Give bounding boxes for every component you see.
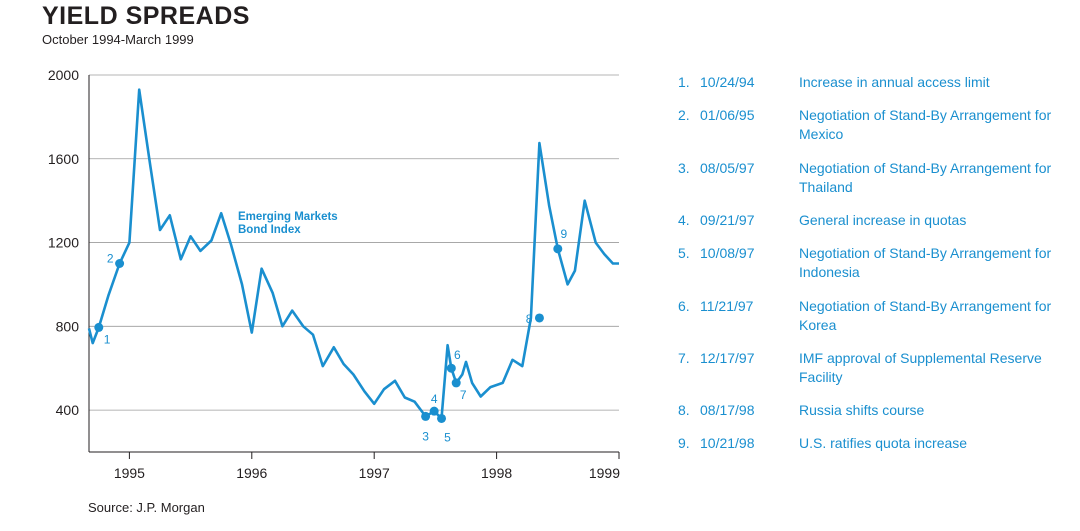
event-date: 10/08/97 <box>700 245 755 261</box>
series-line-layer <box>87 88 619 420</box>
grid-lines <box>89 74 619 411</box>
source-note: Source: J.P. Morgan <box>88 500 205 515</box>
event-number: 1. <box>678 74 690 90</box>
yield-spreads-chart: 400 800 1200 1600 2000 1995 1996 1997 1998 1999 1… <box>48 67 620 481</box>
event-marker-8 <box>534 313 544 323</box>
y-tick-label-400: 400 <box>56 402 80 418</box>
axes: 400 800 1200 1600 2000 1995 1996 1997 1998 1999 <box>48 67 620 481</box>
event-description: U.S. ratifies quota increase <box>799 435 968 451</box>
event-marker-1 <box>94 322 104 332</box>
event-description: Negotiation of Stand-By Arrangement for … <box>799 298 1052 333</box>
event-number: 7. <box>678 350 690 366</box>
event-marker-label-1: 1 <box>104 332 111 346</box>
event-number: 4. <box>678 212 690 228</box>
event-marker-6 <box>446 363 456 373</box>
series-label-line-2: Bond Index <box>238 224 301 236</box>
event-marker-label-9: 9 <box>560 227 567 241</box>
chart-title: YIELD SPREADS <box>42 2 250 30</box>
event-marker-label-6: 6 <box>454 348 461 362</box>
event-description: Russia shifts course <box>799 402 925 418</box>
event-marker-label-4: 4 <box>431 392 438 406</box>
event-marker-label-2: 2 <box>107 252 114 266</box>
event-description: General increase in quotas <box>799 212 967 228</box>
x-tick-label-1997: 1997 <box>359 465 390 481</box>
event-marker-7 <box>451 378 461 388</box>
event-date: 01/06/95 <box>700 107 755 123</box>
event-date: 10/21/98 <box>700 435 755 451</box>
y-tick-label-1200: 1200 <box>48 235 79 251</box>
series-label-line-1: Emerging Markets <box>238 211 338 223</box>
event-number: 8. <box>678 402 690 418</box>
chart-subtitle: October 1994-March 1999 <box>42 32 194 47</box>
event-number: 2. <box>678 107 690 123</box>
event-marker-2 <box>115 259 125 268</box>
y-tick-label-2000: 2000 <box>48 67 79 83</box>
emerging-markets-bond-index-line <box>87 88 619 420</box>
event-number: 6. <box>678 298 690 314</box>
event-description: IMF approval of Supplemental Reserve Fac… <box>799 350 1042 385</box>
event-date: 09/21/97 <box>700 212 755 228</box>
event-marker-label-5: 5 <box>444 430 451 444</box>
event-description: Negotiation of Stand-By Arrangement for … <box>799 107 1052 142</box>
event-markers: 1 2 3 4 5 6 7 8 9 <box>94 227 567 444</box>
y-tick-label-800: 800 <box>56 318 80 334</box>
x-tick-label-1999: 1999 <box>589 465 620 481</box>
event-description: Negotiation of Stand-By Arrangement for … <box>799 245 1052 280</box>
event-number: 5. <box>678 245 690 261</box>
x-tick-label-1998: 1998 <box>481 465 512 481</box>
event-marker-label-7: 7 <box>460 388 467 402</box>
event-date: 08/17/98 <box>700 402 755 418</box>
event-date: 11/21/97 <box>700 298 754 314</box>
event-date: 12/17/97 <box>700 350 755 366</box>
event-number: 9. <box>678 435 690 451</box>
event-marker-label-3: 3 <box>422 429 429 443</box>
x-tick-label-1995: 1995 <box>114 465 145 481</box>
event-description: Increase in annual access limit <box>799 74 990 90</box>
event-marker-9 <box>553 244 563 254</box>
event-number: 3. <box>678 160 690 176</box>
event-marker-3 <box>421 411 431 421</box>
event-marker-4 <box>429 406 439 416</box>
event-date: 08/05/97 <box>700 160 755 176</box>
y-tick-label-1600: 1600 <box>48 151 79 167</box>
event-marker-5 <box>437 413 447 423</box>
event-description: Negotiation of Stand-By Arrangement for … <box>799 160 1052 195</box>
x-tick-label-1996: 1996 <box>236 465 267 481</box>
event-date: 10/24/94 <box>700 74 755 90</box>
event-marker-label-8: 8 <box>526 312 533 326</box>
